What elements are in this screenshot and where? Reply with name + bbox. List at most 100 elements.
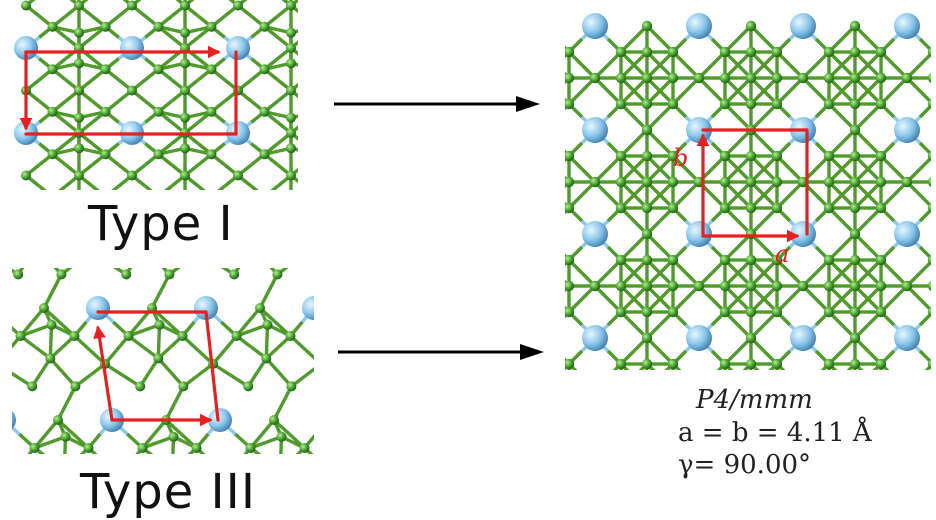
small-atom [901, 280, 913, 292]
small-atom [565, 98, 575, 110]
small-atom [641, 150, 653, 162]
bond [58, 184, 67, 190]
small-atom [823, 46, 835, 58]
small-atom [153, 353, 164, 364]
small-atom [745, 150, 757, 162]
small-atom [641, 228, 653, 240]
bond [38, 184, 47, 190]
type-i-label: Type I [88, 196, 234, 252]
small-atom [565, 46, 575, 58]
small-atom [797, 280, 809, 292]
small-atom [771, 254, 783, 266]
large-atom [790, 325, 816, 351]
small-atom [667, 306, 679, 318]
bond [164, 184, 173, 190]
small-atom [47, 106, 58, 117]
small-atom [823, 280, 835, 292]
small-atom [29, 443, 40, 453]
small-atom [745, 202, 757, 214]
small-atom [719, 306, 731, 318]
small-atom [849, 202, 861, 214]
small-atom [745, 332, 757, 344]
small-atom [276, 431, 287, 442]
small-atom [137, 443, 148, 453]
small-atom [849, 280, 861, 292]
small-atom [255, 303, 265, 313]
small-atom [719, 280, 731, 292]
small-atom [875, 202, 887, 214]
small-atom [719, 98, 731, 110]
small-atom [615, 150, 627, 162]
small-atom [233, 0, 243, 11]
large-atom [120, 36, 144, 60]
large-atom [686, 13, 712, 39]
small-atom [719, 358, 731, 370]
bond [304, 348, 314, 360]
small-atom [771, 176, 783, 188]
small-atom [719, 202, 731, 214]
small-atom [180, 0, 190, 11]
small-atom [70, 381, 81, 392]
small-atom [269, 415, 279, 425]
small-atom [849, 98, 861, 110]
small-atom [206, 64, 217, 75]
small-atom [797, 72, 809, 84]
small-atom [45, 353, 56, 364]
structure-properties: P4/mmm a = b = 4.11 Å γ= 90.00° [678, 384, 872, 482]
large-atom [12, 411, 16, 429]
bond [270, 184, 279, 190]
small-atom [901, 72, 913, 84]
result-lattice: ab [565, 13, 931, 370]
small-atom [641, 124, 653, 136]
small-atom [771, 98, 783, 110]
small-atom [641, 358, 653, 370]
small-atom [286, 0, 296, 11]
small-atom [261, 353, 272, 364]
small-atom [927, 47, 931, 57]
large-atom [686, 221, 712, 247]
small-atom [180, 143, 190, 154]
small-atom [641, 20, 653, 32]
small-atom [565, 280, 575, 292]
small-atom [615, 72, 627, 84]
small-atom [47, 64, 58, 75]
small-atom [927, 73, 931, 83]
bond [111, 184, 120, 190]
small-atom [927, 99, 931, 109]
small-atom [272, 269, 283, 280]
large-atom [226, 121, 250, 145]
small-atom [667, 72, 679, 84]
small-atom [615, 46, 627, 58]
small-atom [259, 149, 270, 160]
small-atom [180, 27, 190, 38]
small-atom [127, 170, 137, 181]
small-atom [641, 332, 653, 344]
small-atom [286, 43, 296, 53]
small-atom [667, 46, 679, 58]
cell-vector-b [93, 325, 114, 422]
small-atom [286, 58, 296, 69]
small-atom [259, 64, 270, 75]
small-atom [849, 228, 861, 240]
bond [12, 425, 21, 436]
small-atom [641, 72, 653, 84]
small-atom [286, 170, 296, 181]
small-atom [927, 307, 931, 317]
cell-edge [204, 310, 220, 422]
small-atom [39, 303, 49, 313]
small-atom [286, 112, 296, 123]
small-atoms [565, 20, 931, 370]
bond [197, 184, 206, 190]
small-atom [927, 255, 931, 265]
type-iii-transform-arrow [338, 344, 544, 360]
small-atom [206, 21, 217, 32]
small-atom [823, 176, 835, 188]
small-atom [641, 46, 653, 58]
small-atom [745, 176, 757, 188]
small-atom [719, 254, 731, 266]
small-atom [259, 106, 270, 117]
small-atom [823, 72, 835, 84]
small-atom [875, 98, 887, 110]
large-atom [582, 13, 608, 39]
small-atom [13, 269, 24, 280]
